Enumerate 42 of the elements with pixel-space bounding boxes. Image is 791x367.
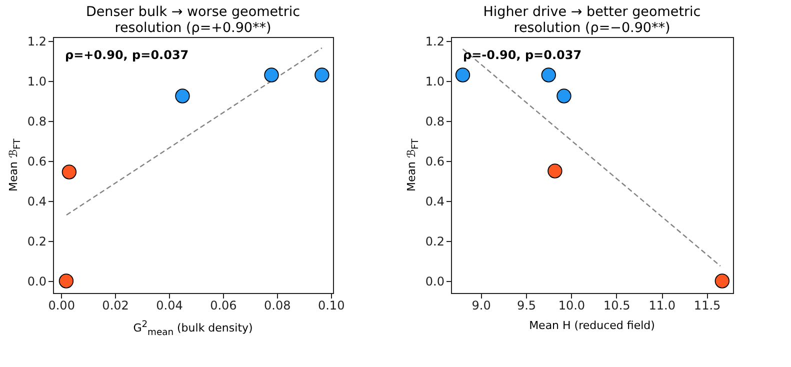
y-tick-label: 0.8 — [27, 114, 46, 128]
y-tick-label: 0.2 — [425, 234, 444, 248]
y-tick-label: 0.6 — [425, 154, 444, 168]
x-tick-label: 10.5 — [604, 298, 630, 312]
point — [714, 274, 730, 288]
x-axis-title: Mean H (reduced field) — [528, 319, 656, 332]
chart-title: Higher drive → better geometric resolution (ρ=−0.90**) — [482, 4, 702, 36]
x-tick-label: 0.10 — [318, 298, 345, 312]
x-tick-label: 9.0 — [472, 298, 491, 312]
y-tick-label: 0.6 — [27, 154, 46, 168]
x-tick-label: 11.5 — [694, 298, 721, 312]
annotation: ρ=-0.90, p=0.037 — [463, 48, 582, 62]
y-tick-label: 0.8 — [425, 114, 444, 128]
x-axis-title: G$^{2}$$_{mean}$ (bulk density) — [132, 319, 254, 338]
point — [548, 164, 562, 178]
y-tick-label: 0.0 — [27, 274, 46, 288]
x-tick-label: 10.0 — [558, 298, 586, 312]
x-tick-label: 0.08 — [264, 298, 291, 312]
x-tick-label: 0.02 — [102, 298, 129, 312]
y-tick-label: 1.0 — [425, 74, 444, 88]
x-tick-label: 0.04 — [156, 298, 183, 312]
y-tick-label: 0.4 — [425, 194, 444, 208]
y-tick-label: 0.2 — [27, 234, 46, 248]
point — [264, 68, 279, 82]
x-tick-label: 0.00 — [48, 298, 75, 312]
point — [62, 164, 77, 180]
x-tick-label: 9.5 — [516, 298, 536, 312]
y-tick-label: 0.4 — [27, 194, 46, 208]
annotation: ρ=+0.90, p=0.037 — [65, 48, 189, 62]
chart-title: Denser bulk → worse geometric resolution (ρ=+0.90**) — [84, 4, 302, 36]
point — [58, 274, 74, 288]
y-tick-label: 1.0 — [27, 74, 46, 88]
y-tick-label: 0.0 — [425, 274, 444, 288]
x-tick-label: 0.06 — [210, 298, 237, 312]
x-tick-label: 11.0 — [648, 298, 676, 312]
y-tick-label: 1.2 — [425, 34, 444, 48]
point — [455, 68, 470, 82]
point — [175, 88, 190, 104]
point — [314, 68, 330, 82]
point — [541, 68, 556, 82]
point — [556, 88, 572, 104]
y-tick-label: 1.2 — [27, 34, 46, 48]
